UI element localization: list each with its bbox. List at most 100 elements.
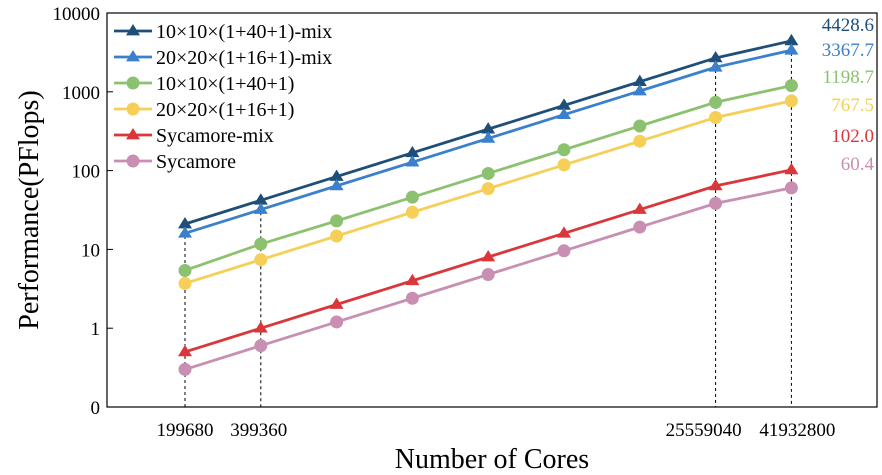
series-3 (178, 94, 798, 290)
legend-label: 10×10×(1+40+1)-mix (156, 21, 332, 43)
legend-item: 10×10×(1+40+1) (114, 73, 294, 95)
data-point (329, 169, 344, 181)
end-value-label: 60.4 (841, 154, 875, 175)
data-point (405, 205, 419, 219)
data-point (481, 250, 496, 262)
series-0 (178, 33, 799, 229)
end-value-label: 767.5 (831, 95, 874, 116)
x-axis-label: Number of Cores (395, 444, 589, 475)
legend-label: 20×20×(1+16+1)-mix (156, 47, 332, 69)
legend-item: 20×20×(1+16+1) (114, 99, 294, 121)
plot-frame (106, 12, 878, 408)
data-point (481, 182, 495, 196)
y-tick-label: 1000 (62, 83, 100, 104)
x-tick-label: 41932800 (759, 420, 835, 441)
legend-marker (126, 128, 140, 140)
data-point (481, 131, 496, 143)
data-point (254, 237, 268, 251)
data-point (708, 178, 723, 191)
legend-item: Sycamore-mix (114, 125, 274, 147)
data-point (329, 297, 344, 309)
legend-label: Sycamore-mix (156, 125, 274, 147)
data-point (481, 166, 495, 180)
end-value-label: 102.0 (831, 126, 874, 147)
data-point (557, 107, 571, 120)
data-point (330, 229, 344, 243)
data-point (632, 202, 647, 214)
end-value-label: 4428.6 (822, 15, 874, 36)
series-layer (178, 33, 799, 376)
data-point (178, 276, 192, 290)
data-point (405, 190, 419, 204)
legend-item: 20×20×(1+16+1)-mix (114, 47, 332, 69)
legend-item: Sycamore (114, 151, 236, 173)
data-point (405, 291, 419, 305)
data-point (784, 43, 799, 55)
data-point (405, 145, 420, 158)
data-point (178, 217, 192, 229)
series-1 (178, 43, 799, 238)
data-point (481, 268, 495, 282)
legend-label: 20×20×(1+16+1) (156, 99, 294, 121)
series-2 (178, 79, 798, 277)
data-point (557, 226, 571, 238)
series-4 (178, 162, 799, 357)
data-point (178, 344, 192, 357)
data-point (557, 143, 571, 157)
data-point (557, 98, 571, 110)
end-value-label: 1198.7 (822, 67, 874, 88)
data-point (633, 134, 647, 148)
data-point (784, 33, 799, 46)
data-point (330, 214, 344, 228)
data-point (709, 95, 723, 109)
legend-marker (126, 102, 140, 116)
data-point (405, 155, 420, 167)
data-point (784, 181, 798, 195)
y-tick-label: 10 (81, 240, 100, 261)
data-point (178, 226, 192, 238)
data-point (254, 339, 268, 353)
y-tick-label: 1 (91, 319, 101, 340)
y-axis-label: Performance(PFlops) (14, 90, 45, 330)
data-point (633, 220, 647, 234)
data-point (784, 162, 799, 175)
data-point (708, 60, 723, 72)
legend-marker (126, 24, 140, 36)
y-tick-label: 10000 (53, 4, 101, 25)
data-point (633, 119, 647, 133)
data-point (709, 196, 723, 210)
data-point (784, 94, 798, 108)
data-point (253, 202, 268, 214)
data-point (178, 263, 192, 277)
y-tick-label: 100 (72, 162, 101, 183)
y-tick-label: 0 (91, 398, 101, 419)
data-point (557, 158, 571, 172)
data-point (253, 321, 268, 333)
legend-marker (126, 76, 140, 90)
legend-label: Sycamore (156, 151, 236, 173)
legend: 10×10×(1+40+1)-mix 20×20×(1+16+1)-mix 10×1… (114, 21, 332, 173)
data-point (254, 253, 268, 267)
data-point (178, 362, 192, 376)
legend-marker (126, 154, 140, 168)
data-point (481, 122, 496, 134)
x-tick-label: 25559040 (666, 420, 742, 441)
data-point (784, 79, 798, 93)
data-point (329, 178, 344, 191)
x-tick-label: 399360 (230, 420, 287, 441)
data-point (708, 50, 723, 63)
end-value-label: 3367.7 (822, 40, 874, 61)
data-point (632, 83, 647, 96)
data-point (405, 273, 420, 286)
legend-marker (126, 50, 140, 62)
data-point (709, 110, 723, 124)
data-point (632, 74, 647, 87)
data-point (253, 193, 268, 205)
data-point (330, 315, 344, 329)
x-axis-ticks: 199680 399360 25559040 41932800 (157, 420, 836, 441)
legend-label: 10×10×(1+40+1) (156, 73, 294, 95)
x-tick-label: 199680 (157, 420, 214, 441)
reference-lines (184, 40, 792, 407)
legend-item: 10×10×(1+40+1)-mix (114, 21, 332, 43)
